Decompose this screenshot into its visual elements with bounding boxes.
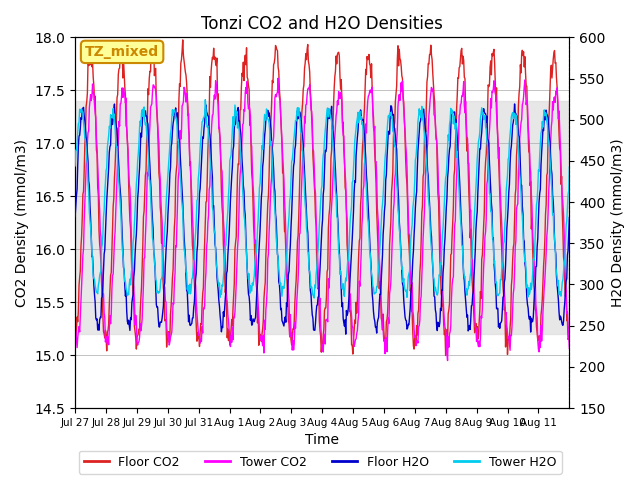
Y-axis label: H2O Density (mmol/m3): H2O Density (mmol/m3): [611, 138, 625, 307]
Legend: Floor CO2, Tower CO2, Floor H2O, Tower H2O: Floor CO2, Tower CO2, Floor H2O, Tower H…: [79, 451, 561, 474]
Y-axis label: CO2 Density (mmol/m3): CO2 Density (mmol/m3): [15, 139, 29, 307]
Text: TZ_mixed: TZ_mixed: [85, 45, 159, 59]
Title: Tonzi CO2 and H2O Densities: Tonzi CO2 and H2O Densities: [202, 15, 443, 33]
X-axis label: Time: Time: [305, 433, 339, 447]
Bar: [75, 101, 570, 334]
